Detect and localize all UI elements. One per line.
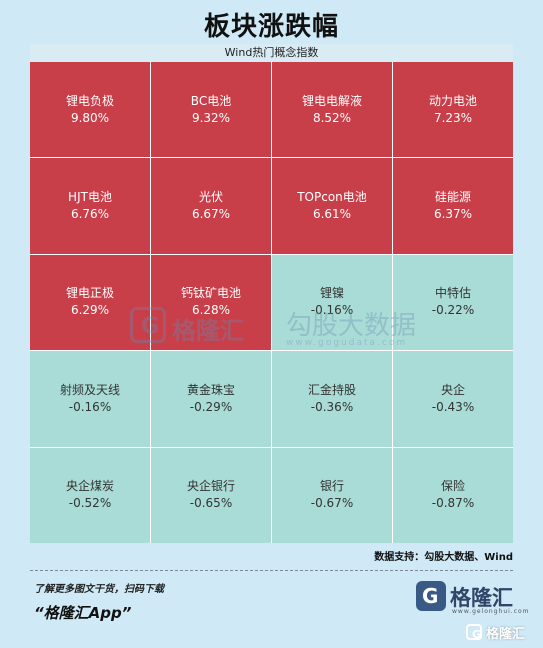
corner-watermark: G 格隆汇	[466, 622, 540, 642]
data-source: 数据支持：勾股大数据、Wind	[374, 552, 513, 563]
cell-value: -0.16%	[310, 303, 354, 318]
cell-name: 锂镍	[319, 286, 344, 301]
heatmap-cell: 保险 -0.87%	[393, 447, 513, 543]
cell-name: BC电池	[190, 93, 232, 108]
heatmap-cell: 射频及天线 -0.16%	[30, 351, 150, 447]
cell-value: 6.28%	[191, 303, 231, 318]
heatmap-panel: Wind热门概念指数 锂电负极 9.80% BC电池 9.32% 锂电电解液 8.52% 动…	[30, 44, 513, 543]
cell-name: 汇金持股	[307, 382, 356, 397]
cell-name: 锂电负极	[65, 93, 114, 108]
corner-logo-icon: G	[466, 624, 482, 641]
cell-value: -0.29%	[189, 399, 233, 414]
cell-value: 6.61%	[312, 207, 352, 222]
cell-name: 中特估	[434, 286, 471, 301]
cell-name: 央企煤炭	[65, 479, 114, 494]
footer-divider	[30, 570, 513, 571]
app-name: “格隆汇App”	[34, 604, 132, 622]
cell-value: -0.22%	[431, 303, 475, 318]
cell-name: 黄金珠宝	[186, 382, 235, 397]
cell-value: 9.32%	[191, 110, 231, 125]
heatmap-grid: 锂电负极 9.80% BC电池 9.32% 锂电电解液 8.52% 动力电池 7.23% HJT…	[30, 62, 513, 543]
heatmap-cell: 锂镍 -0.16%	[272, 254, 392, 351]
cell-name: HJT电池	[68, 190, 112, 205]
cell-name: 央企银行	[186, 479, 235, 494]
cell-value: 7.23%	[433, 110, 473, 125]
heatmap-cell: 中特估 -0.22%	[393, 254, 513, 351]
heatmap-cell: 央企银行 -0.65%	[151, 447, 271, 543]
cell-value: -0.67%	[310, 496, 354, 511]
cell-value: 8.52%	[312, 110, 352, 125]
brand-logo-letter: G	[422, 584, 439, 608]
page-title: 板块涨跌幅	[203, 12, 339, 42]
heatmap-cell: 光伏 6.67%	[151, 158, 271, 254]
chart-subtitle: Wind热门概念指数	[30, 44, 513, 62]
brand-logo: G 格隆汇 www.gelonghui.com	[416, 578, 529, 618]
brand-url: www.gelonghui.com	[452, 608, 530, 615]
heatmap-cell: BC电池 9.32%	[151, 62, 271, 158]
heatmap-cell: 央企煤炭 -0.52%	[30, 447, 150, 543]
heatmap-cell: 锂电负极 9.80%	[30, 62, 150, 158]
cell-name: 锂电电解液	[301, 93, 362, 108]
heatmap-cell: 汇金持股 -0.36%	[272, 351, 392, 447]
heatmap-cell: 央企 -0.43%	[393, 351, 513, 447]
heatmap-cell: 钙钛矿电池 6.28%	[151, 254, 271, 351]
cell-value: -0.16%	[68, 399, 112, 414]
cell-value: -0.52%	[68, 496, 112, 511]
brand-name: 格隆汇	[450, 586, 513, 610]
cell-name: 锂电正极	[65, 286, 114, 301]
cell-value: 6.37%	[433, 207, 473, 222]
corner-logo-letter: G	[472, 628, 482, 641]
corner-name: 格隆汇	[486, 627, 526, 642]
cell-name: 动力电池	[428, 93, 477, 108]
heatmap-cell: 硅能源 6.37%	[393, 158, 513, 254]
heatmap-cell: HJT电池 6.76%	[30, 158, 150, 254]
cell-name: 钙钛矿电池	[180, 286, 241, 301]
brand-logo-icon: G	[416, 581, 446, 611]
cell-value: 6.76%	[70, 207, 110, 222]
cell-name: 光伏	[198, 190, 223, 205]
cell-name: 保险	[440, 479, 465, 494]
download-cta: 了解更多图文干货，扫码下载	[34, 584, 164, 595]
cell-name: 射频及天线	[59, 382, 120, 397]
cell-name: 硅能源	[434, 190, 471, 205]
cell-name: 央企	[440, 382, 465, 397]
cell-value: 9.80%	[70, 110, 110, 125]
cell-name: 银行	[319, 479, 344, 494]
heatmap-cell: 银行 -0.67%	[272, 447, 392, 543]
cell-name: TOPcon电池	[297, 190, 367, 205]
cell-value: -0.43%	[431, 399, 475, 414]
cell-value: -0.87%	[431, 496, 475, 511]
heatmap-cell: 锂电正极 6.29%	[30, 254, 150, 351]
heatmap-cell: 锂电电解液 8.52%	[272, 62, 392, 158]
heatmap-cell: 动力电池 7.23%	[393, 62, 513, 158]
cell-value: 6.29%	[70, 303, 110, 318]
cell-value: 6.67%	[191, 207, 231, 222]
heatmap-cell: 黄金珠宝 -0.29%	[151, 351, 271, 447]
cell-value: -0.36%	[310, 399, 354, 414]
cell-value: -0.65%	[189, 496, 233, 511]
heatmap-cell: TOPcon电池 6.61%	[272, 158, 392, 254]
